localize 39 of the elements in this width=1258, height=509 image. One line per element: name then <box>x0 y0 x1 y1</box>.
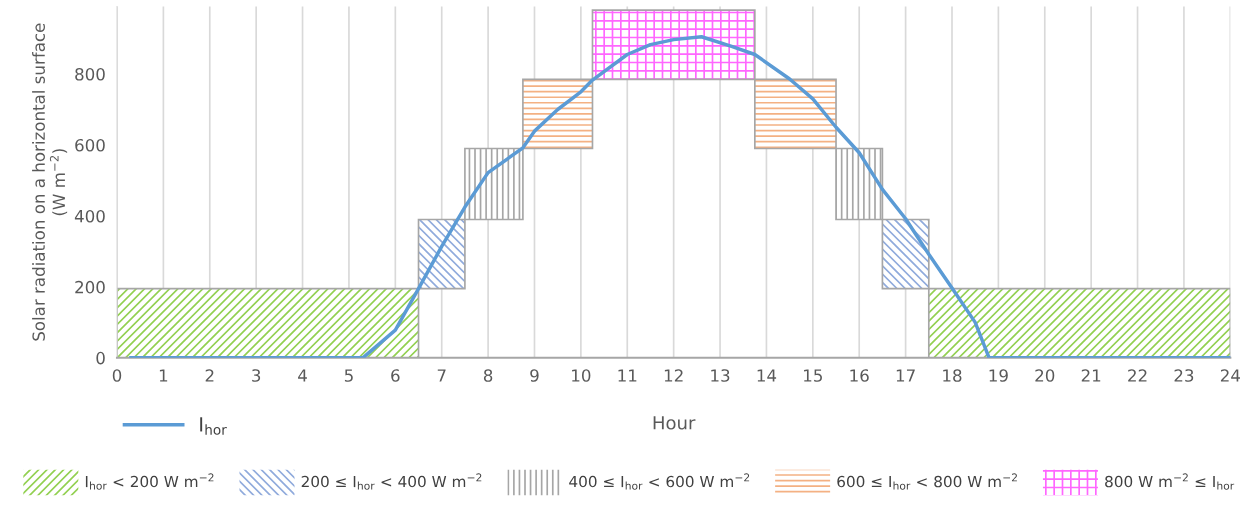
x-tick-label: 24 <box>1220 369 1240 382</box>
x-tick-label: 1 <box>159 369 168 382</box>
y-tick-label: 200 <box>75 280 105 294</box>
x-axis-title: Hour <box>653 416 696 430</box>
x-tick-label: 10 <box>572 369 591 382</box>
x-tick-label: 9 <box>530 369 539 382</box>
x-tick-label: 22 <box>1128 369 1147 382</box>
x-tick-label: 20 <box>1035 369 1055 382</box>
line-series <box>129 35 1231 358</box>
legend-label: I$_{hor}$ <box>200 417 227 435</box>
x-tick-label: 3 <box>252 369 261 382</box>
legend-label: 800 W m$^{−2}$ ≤ I$_{hor}$ <box>1105 473 1235 490</box>
x-tick-label: 0 <box>112 369 122 382</box>
x-tick-label: 6 <box>391 369 400 382</box>
x-tick-label: 2 <box>205 369 214 382</box>
x-tick-label: 23 <box>1174 369 1194 382</box>
x-tick-label: 21 <box>1081 369 1101 382</box>
y-tick-label: 600 <box>75 138 105 152</box>
y-axis-title: Solar radiation on a horizontal surface (W m$^{−2}$) <box>32 23 68 341</box>
x-tick-label: 16 <box>850 369 869 382</box>
x-tick-label: 7 <box>437 369 446 382</box>
y-tick-label: 400 <box>74 209 105 223</box>
x-tick-label: 12 <box>664 369 683 382</box>
y-tick-label: 0 <box>96 351 105 365</box>
legend-label: I$_{hor}$ < 200 W m$^{−2}$ <box>85 473 214 490</box>
x-tick-label: 19 <box>989 369 1008 382</box>
x-tick-label: 18 <box>943 369 962 382</box>
x-tick-label: 15 <box>804 369 822 382</box>
legend-label: 200 ≤ I$_{hor}$ < 400 W m$^{−2}$ <box>301 473 482 490</box>
x-tick-label: 11 <box>618 369 637 382</box>
x-tick-label: 13 <box>711 369 730 382</box>
y-tick-label: 800 <box>75 67 105 81</box>
x-tick-label: 8 <box>483 369 493 382</box>
legend-label: 400 ≤ I$_{hor}$ < 600 W m$^{−2}$ <box>569 473 750 490</box>
x-tick-label: 5 <box>344 369 353 382</box>
x-tick-label: 14 <box>757 369 777 382</box>
x-tick-label: 17 <box>896 369 915 382</box>
legend-label: 600 ≤ I$_{hor}$ < 800 W m$^{−2}$ <box>837 473 1017 490</box>
x-tick-label: 4 <box>298 369 307 382</box>
